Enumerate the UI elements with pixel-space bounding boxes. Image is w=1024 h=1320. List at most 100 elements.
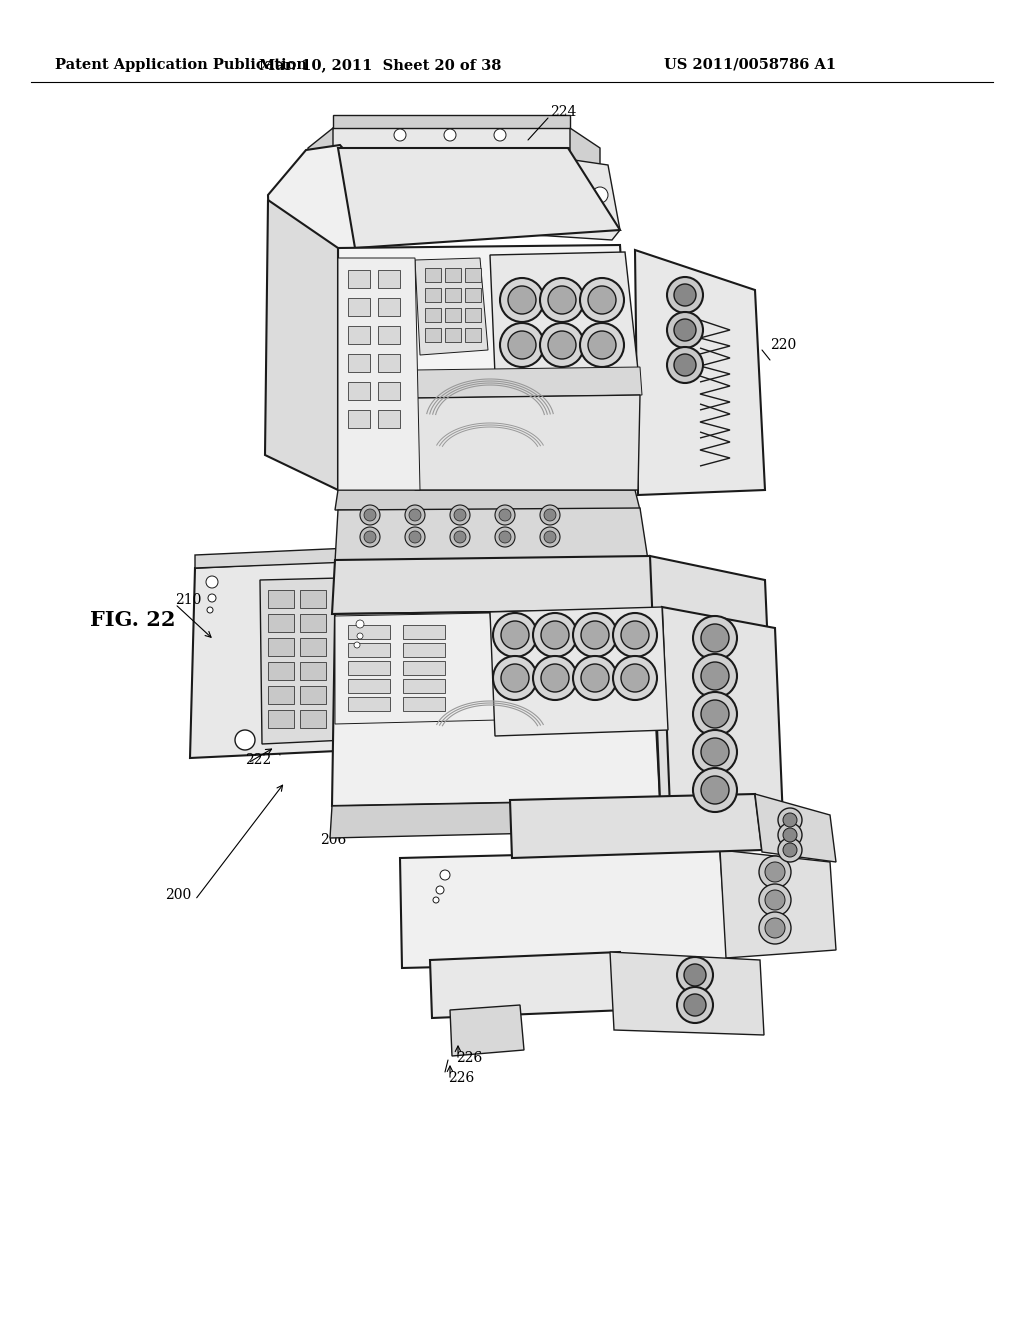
Circle shape bbox=[701, 663, 729, 690]
Circle shape bbox=[693, 653, 737, 698]
Circle shape bbox=[409, 531, 421, 543]
Polygon shape bbox=[348, 298, 370, 315]
Polygon shape bbox=[415, 257, 488, 355]
Polygon shape bbox=[755, 795, 836, 862]
Polygon shape bbox=[330, 800, 668, 838]
Circle shape bbox=[548, 286, 575, 314]
Text: US 2011/0058786 A1: US 2011/0058786 A1 bbox=[664, 58, 836, 73]
Text: 206: 206 bbox=[658, 467, 684, 480]
Polygon shape bbox=[400, 850, 728, 968]
Polygon shape bbox=[348, 661, 390, 675]
Circle shape bbox=[677, 957, 713, 993]
Circle shape bbox=[677, 987, 713, 1023]
Polygon shape bbox=[445, 308, 461, 322]
Circle shape bbox=[588, 331, 616, 359]
Polygon shape bbox=[300, 638, 326, 656]
Polygon shape bbox=[328, 128, 580, 148]
Circle shape bbox=[493, 612, 537, 657]
Polygon shape bbox=[300, 614, 326, 632]
Circle shape bbox=[588, 286, 616, 314]
Polygon shape bbox=[348, 678, 390, 693]
Circle shape bbox=[765, 890, 785, 909]
Polygon shape bbox=[662, 607, 783, 820]
Circle shape bbox=[501, 664, 529, 692]
Polygon shape bbox=[425, 327, 441, 342]
Polygon shape bbox=[348, 354, 370, 372]
Polygon shape bbox=[378, 354, 400, 372]
Polygon shape bbox=[378, 298, 400, 315]
Circle shape bbox=[540, 279, 584, 322]
Text: 230: 230 bbox=[762, 803, 788, 817]
Polygon shape bbox=[465, 268, 481, 282]
Circle shape bbox=[444, 129, 456, 141]
Polygon shape bbox=[338, 246, 635, 490]
Polygon shape bbox=[333, 115, 570, 128]
Polygon shape bbox=[348, 643, 390, 657]
Polygon shape bbox=[348, 411, 370, 428]
Circle shape bbox=[592, 187, 608, 203]
Circle shape bbox=[409, 510, 421, 521]
Polygon shape bbox=[465, 327, 481, 342]
Circle shape bbox=[580, 279, 624, 322]
Polygon shape bbox=[268, 590, 294, 609]
Polygon shape bbox=[403, 697, 445, 711]
Circle shape bbox=[206, 576, 218, 587]
Text: 226: 226 bbox=[456, 1051, 482, 1065]
Polygon shape bbox=[268, 663, 294, 680]
Circle shape bbox=[440, 870, 450, 880]
Circle shape bbox=[701, 624, 729, 652]
Circle shape bbox=[783, 813, 797, 828]
Circle shape bbox=[357, 634, 362, 639]
Circle shape bbox=[234, 730, 255, 750]
Circle shape bbox=[499, 510, 511, 521]
Polygon shape bbox=[635, 249, 765, 495]
Polygon shape bbox=[268, 145, 380, 459]
Circle shape bbox=[584, 219, 596, 231]
Circle shape bbox=[302, 366, 312, 375]
Circle shape bbox=[701, 700, 729, 729]
Circle shape bbox=[783, 843, 797, 857]
Polygon shape bbox=[403, 678, 445, 693]
Polygon shape bbox=[378, 381, 400, 400]
Polygon shape bbox=[465, 288, 481, 302]
Circle shape bbox=[693, 616, 737, 660]
Circle shape bbox=[765, 917, 785, 939]
Text: 222: 222 bbox=[245, 752, 271, 767]
Circle shape bbox=[360, 506, 380, 525]
Circle shape bbox=[508, 286, 536, 314]
Circle shape bbox=[297, 403, 303, 408]
Polygon shape bbox=[403, 643, 445, 657]
Text: 210: 210 bbox=[175, 593, 202, 607]
Circle shape bbox=[493, 656, 537, 700]
Circle shape bbox=[674, 284, 696, 306]
Polygon shape bbox=[430, 952, 626, 1018]
Circle shape bbox=[621, 664, 649, 692]
Circle shape bbox=[494, 129, 506, 141]
Polygon shape bbox=[265, 201, 338, 490]
Polygon shape bbox=[610, 952, 764, 1035]
Circle shape bbox=[693, 730, 737, 774]
Polygon shape bbox=[190, 560, 358, 758]
Polygon shape bbox=[465, 308, 481, 322]
Circle shape bbox=[573, 612, 617, 657]
Circle shape bbox=[454, 510, 466, 521]
Text: 202: 202 bbox=[548, 722, 575, 738]
Polygon shape bbox=[268, 686, 294, 704]
Text: Patent Application Publication: Patent Application Publication bbox=[55, 58, 307, 73]
Text: 206: 206 bbox=[319, 833, 346, 847]
Polygon shape bbox=[195, 548, 350, 568]
Circle shape bbox=[354, 642, 360, 648]
Polygon shape bbox=[335, 612, 498, 723]
Circle shape bbox=[207, 607, 213, 612]
Polygon shape bbox=[415, 395, 640, 490]
Circle shape bbox=[778, 808, 802, 832]
Circle shape bbox=[759, 912, 791, 944]
Polygon shape bbox=[445, 327, 461, 342]
Polygon shape bbox=[268, 614, 294, 632]
Circle shape bbox=[684, 994, 706, 1016]
Text: 200: 200 bbox=[165, 888, 191, 902]
Polygon shape bbox=[425, 308, 441, 322]
Circle shape bbox=[580, 323, 624, 367]
Circle shape bbox=[701, 776, 729, 804]
Polygon shape bbox=[403, 661, 445, 675]
